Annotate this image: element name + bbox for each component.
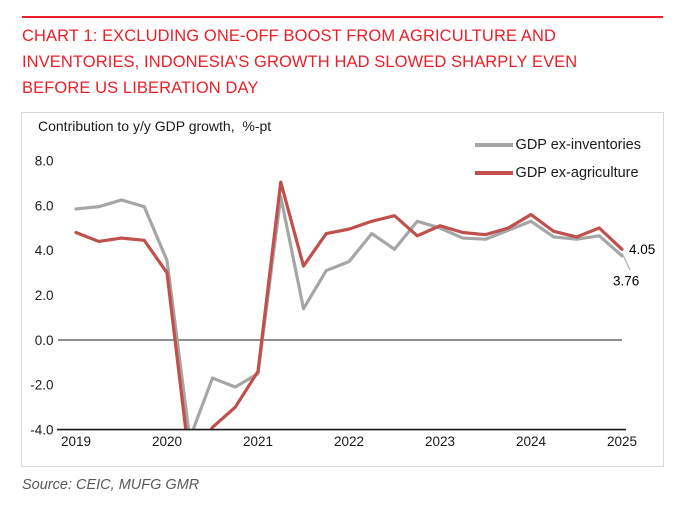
y-axis-tick-label: -4.0	[30, 422, 53, 437]
y-axis-tick-label: 4.0	[35, 243, 54, 258]
end-label-ex-inventories: 3.76	[613, 274, 639, 289]
series-line-0	[74, 195, 624, 430]
source-note: Source: CEIC, MUFG GMR	[22, 477, 200, 493]
page-title: CHART 1: EXCLUDING ONE-OFF BOOST FROM AG…	[22, 27, 578, 97]
x-axis-tick-label: 2019	[61, 434, 91, 449]
x-axis-tick-label: 2020	[152, 434, 182, 449]
x-axis-tick-label: 2025	[607, 434, 637, 449]
legend-swatch	[474, 143, 513, 147]
y-axis-tick-label: 8.0	[35, 154, 54, 169]
legend: GDP ex-inventories GDP ex-agriculture	[474, 131, 641, 187]
y-axis-tick-label: -2.0	[30, 378, 53, 393]
x-axis-tick-label: 2022	[334, 434, 364, 449]
end-label-ex-agriculture: 4.05	[629, 242, 655, 257]
x-axis-tick-label: 2023	[425, 434, 455, 449]
chart-area: Contribution to y/y GDP growth, %-pt GDP…	[21, 112, 664, 467]
legend-item-ex-agriculture: GDP ex-agriculture	[474, 159, 641, 187]
legend-label: GDP ex-agriculture	[515, 165, 639, 181]
title-rule	[22, 16, 663, 18]
x-axis-tick-label: 2021	[243, 434, 273, 449]
end-label-leader-line	[621, 252, 631, 271]
legend-item-ex-inventories: GDP ex-inventories	[474, 131, 641, 159]
y-tick-labels: 8.0 6.0 4.0 2.0 0.0 -2.0 -4.0	[30, 154, 53, 438]
axis-title: Contribution to y/y GDP growth, %-pt	[38, 118, 272, 134]
x-axis-tick-label: 2024	[516, 434, 547, 449]
plot-svg: 8.0 6.0 4.0 2.0 0.0 -2.0 -4.0 2019 2020 2021 2022…	[30, 154, 655, 449]
y-axis-tick-label: 0.0	[35, 333, 54, 348]
y-axis-tick-label: 2.0	[35, 288, 54, 303]
x-tick-labels: 2019 2020 2021 2022 2023 2024 2025	[61, 434, 637, 449]
y-axis-tick-label: 6.0	[35, 198, 54, 213]
legend-swatch	[474, 171, 513, 175]
legend-label: GDP ex-inventories	[515, 137, 641, 153]
series-line-1	[74, 180, 624, 430]
